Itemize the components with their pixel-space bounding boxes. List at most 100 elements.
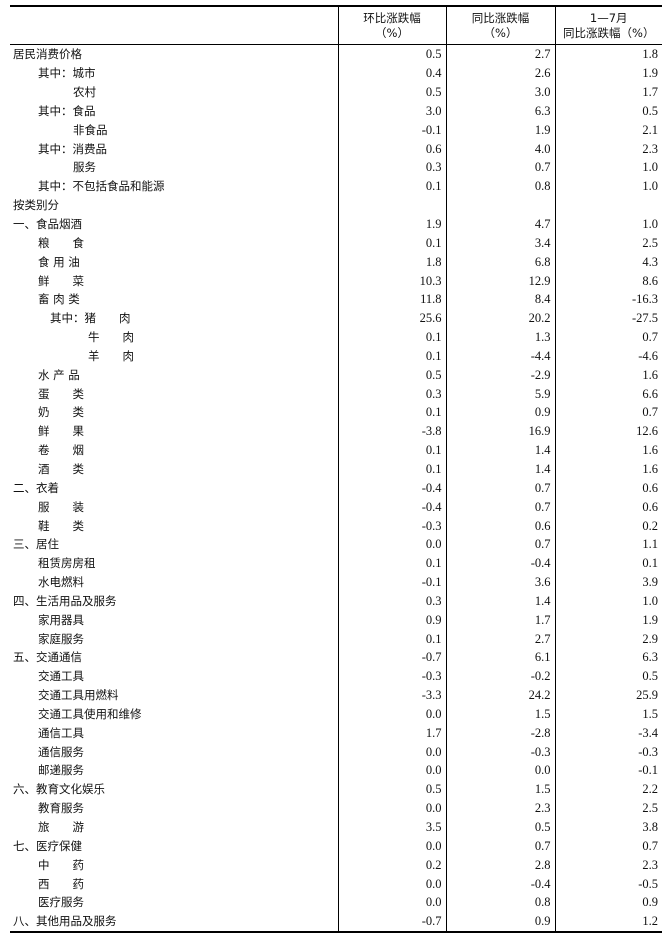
table-row: 通信工具 1.7 -2.8 -3.4 [10, 723, 662, 743]
mom-value: -0.3 [337, 666, 446, 686]
mom-value: 1.9 [337, 214, 446, 234]
mom-value: 1.8 [337, 252, 446, 272]
ytd-value: 1.8 [554, 44, 662, 64]
mom-value: 0.5 [337, 365, 446, 385]
row-label: 酒 类 [38, 461, 84, 476]
ytd-value: 1.9 [554, 63, 662, 83]
ytd-value: 2.1 [554, 120, 662, 140]
ytd-value: -0.5 [554, 874, 662, 893]
mom-value: 0.5 [337, 779, 446, 799]
ytd-value: 2.5 [554, 798, 662, 818]
table-row: 三、居住 0.0 0.7 1.1 [10, 534, 662, 554]
ytd-value: 1.6 [554, 440, 662, 460]
row-label: 按类别分 [13, 198, 59, 213]
row-label: 五、交通通信 [13, 650, 82, 665]
table-row: 羊 肉 0.1 -4.4 -4.6 [10, 346, 662, 366]
row-label: 牛 肉 [88, 330, 134, 345]
yoy-value: 0.9 [445, 403, 555, 422]
yoy-value: -0.4 [445, 874, 555, 893]
row-label: 其中：不包括食品和能源 [38, 179, 165, 194]
yoy-value [445, 195, 555, 215]
ytd-value: 12.6 [554, 421, 662, 441]
row-label: 中 药 [38, 857, 84, 872]
yoy-value: 1.7 [445, 610, 555, 630]
table-row: 西 药 0.0 -0.4 -0.5 [10, 874, 662, 893]
row-label: 非食品 [73, 122, 108, 137]
yoy-value: -0.2 [445, 666, 555, 686]
table-row: 牛 肉 0.1 1.3 0.7 [10, 327, 662, 347]
table-row: 其中：猪 肉 25.6 20.2 -27.5 [10, 308, 662, 328]
mom-value: 25.6 [337, 308, 446, 328]
row-label: 其中：食品 [38, 103, 96, 118]
yoy-value: 2.7 [445, 44, 555, 64]
mom-value: -0.7 [337, 911, 446, 932]
yoy-value: 1.4 [445, 591, 555, 611]
row-label: 水 产 品 [38, 367, 80, 382]
ytd-value: 2.3 [554, 139, 662, 159]
ytd-value: 6.6 [554, 384, 662, 404]
table-row: 鲜 菜 10.3 12.9 8.6 [10, 271, 662, 290]
yoy-value: 0.6 [445, 516, 555, 535]
mom-value: 3.0 [337, 101, 446, 121]
row-label: 八、其他用品及服务 [13, 914, 117, 929]
yoy-value: 2.3 [445, 798, 555, 818]
header-yoy-line2: （%） [483, 25, 518, 40]
table-row: 家用器具 0.9 1.7 1.9 [10, 610, 662, 630]
table-row: 鲜 果 -3.8 16.9 12.6 [10, 421, 662, 441]
mom-value: -0.1 [337, 572, 446, 592]
mom-value: 0.5 [337, 44, 446, 64]
mom-value: 0.3 [337, 591, 446, 611]
yoy-value: 6.1 [445, 648, 555, 667]
mom-value: 0.1 [337, 403, 446, 422]
row-label: 六、教育文化娱乐 [13, 782, 105, 797]
table-row: 交通工具使用和维修 0.0 1.5 1.5 [10, 704, 662, 724]
table-row: 租赁房房租 0.1 -0.4 0.1 [10, 553, 662, 573]
row-label: 鲜 菜 [38, 273, 84, 288]
mom-value: 11.8 [337, 289, 446, 309]
table-row: 酒 类 0.1 1.4 1.6 [10, 459, 662, 479]
table-row: 水电燃料 -0.1 3.6 3.9 [10, 572, 662, 592]
mom-value: 0.4 [337, 63, 446, 83]
ytd-value: -0.1 [554, 761, 662, 780]
table-row: 二、衣着 -0.4 0.7 0.6 [10, 478, 662, 498]
row-label: 服务 [73, 160, 96, 175]
mom-value: 0.6 [337, 139, 446, 159]
yoy-value: 2.8 [445, 855, 555, 875]
row-label: 水电燃料 [38, 575, 84, 590]
ytd-value [554, 195, 662, 215]
row-label: 其中：消费品 [38, 141, 107, 156]
mom-value: 0.1 [337, 440, 446, 460]
yoy-value: 1.3 [445, 327, 555, 347]
row-label: 通信工具 [38, 725, 84, 740]
table-row: 家庭服务 0.1 2.7 2.9 [10, 629, 662, 648]
table-row: 交通工具用燃料 -3.3 24.2 25.9 [10, 685, 662, 705]
mom-value [337, 195, 446, 215]
ytd-value: 1.1 [554, 534, 662, 554]
ytd-value: 1.6 [554, 365, 662, 385]
mom-value: 0.1 [337, 459, 446, 479]
mom-value: 0.1 [337, 327, 446, 347]
yoy-value: 0.7 [445, 158, 555, 177]
ytd-value: 0.1 [554, 553, 662, 573]
table-row: 服 装 -0.4 0.7 0.6 [10, 497, 662, 517]
yoy-value: 2.7 [445, 629, 555, 648]
ytd-value: 0.7 [554, 836, 662, 856]
row-label: 交通工具用燃料 [38, 688, 119, 703]
mom-value: 3.5 [337, 817, 446, 837]
yoy-value: 8.4 [445, 289, 555, 309]
table-row: 医疗服务 0.0 0.8 0.9 [10, 892, 662, 912]
table-row: 食 用 油 1.8 6.8 4.3 [10, 252, 662, 272]
row-label: 三、居住 [13, 537, 59, 552]
table-row: 六、教育文化娱乐 0.5 1.5 2.2 [10, 779, 662, 799]
yoy-value: 1.5 [445, 779, 555, 799]
table-row: 其中：消费品 0.6 4.0 2.3 [10, 139, 662, 159]
yoy-value: 3.6 [445, 572, 555, 592]
ytd-value: -16.3 [554, 289, 662, 309]
row-label: 卷 烟 [38, 443, 84, 458]
row-label: 鞋 类 [38, 518, 84, 533]
yoy-value: -0.3 [445, 742, 555, 762]
yoy-value: 1.4 [445, 459, 555, 479]
table-row: 粮 食 0.1 3.4 2.5 [10, 233, 662, 253]
ytd-value: -3.4 [554, 723, 662, 743]
yoy-value: -0.4 [445, 553, 555, 573]
